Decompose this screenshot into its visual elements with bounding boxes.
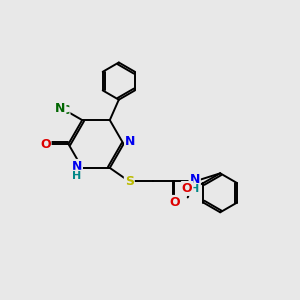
Text: O: O [182,182,192,195]
Text: N: N [190,173,200,186]
Text: C: C [60,104,70,117]
Text: N: N [72,160,82,173]
Text: O: O [169,196,180,209]
Text: O: O [40,137,51,151]
Text: H: H [72,171,81,181]
Text: H: H [190,184,199,194]
Text: N: N [55,102,65,115]
Text: S: S [125,175,134,188]
Text: N: N [125,135,135,148]
